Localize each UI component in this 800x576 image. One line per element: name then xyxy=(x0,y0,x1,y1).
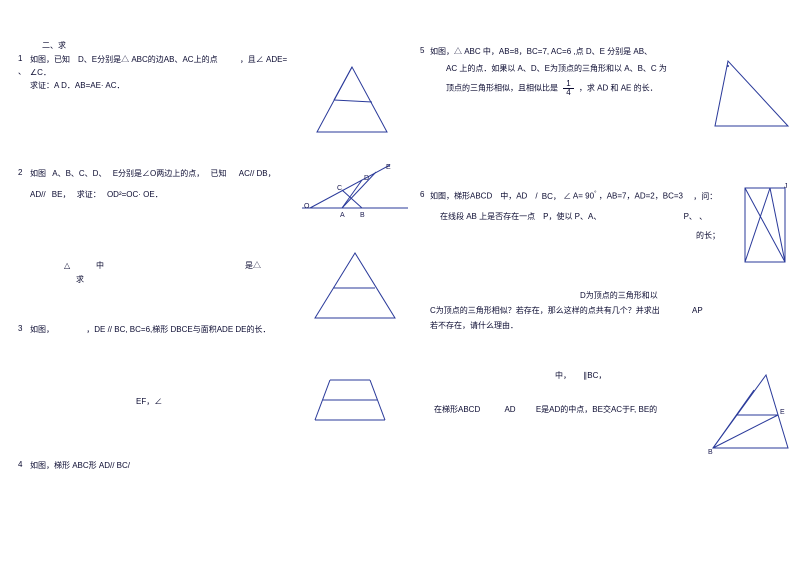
p3-l1: 如图， xyxy=(30,325,54,334)
d6-diag2 xyxy=(770,188,785,262)
d2-label-A: A xyxy=(340,212,345,219)
p6-deg: ° xyxy=(594,191,596,197)
mid-ef: EF，∠ xyxy=(136,396,162,409)
p6b-l1: D为顶点的三角形和以 xyxy=(580,291,658,300)
problem-5-text: 如图，△ ABC 中，AB=8，BC=7, AC=6 ,点 D、E 分别是 AB… xyxy=(430,46,710,97)
p6-l2a: 在线段 AB 上是否存在一点 P，使以 P、A、 xyxy=(440,212,601,221)
problem-6-text: 如图，梯形ABCD 中，AD / BC， ∠ A= 90° ，AB=7，AD=2… xyxy=(430,190,730,243)
diagram-2: O A B C D E xyxy=(300,160,410,222)
d5-triangle xyxy=(715,61,788,126)
p6-l1b: BC， xyxy=(542,192,561,201)
diagram-3 xyxy=(310,248,400,328)
d6-label-J: J xyxy=(784,183,788,190)
p6-l1e: ，问： xyxy=(693,192,717,201)
mid-tri: △ xyxy=(64,260,70,273)
p2-l2b: BE， xyxy=(52,190,71,199)
problem-1-text: 如图，已知 D、E分别是△ ABC的边AB、AC上的点 ，且∠ ADE= ∠C．… xyxy=(30,54,310,92)
d6-diag3 xyxy=(745,188,770,262)
d2-ad xyxy=(342,172,376,208)
p7-l2c: E是AD的中点，BE交AC于F, BE的 xyxy=(536,405,657,414)
diagram-1 xyxy=(312,62,392,142)
section-heading: 二、求 xyxy=(42,40,66,53)
d2-label-O: O xyxy=(304,203,310,210)
d2-label-C: C xyxy=(337,185,342,192)
p2-l1a: 如图 xyxy=(30,169,46,178)
d2-ac xyxy=(342,180,362,208)
p6-l1a: 如图，梯形ABCD 中，AD / xyxy=(430,192,538,201)
p7-l2b: AD xyxy=(504,405,515,414)
diagram-6: J xyxy=(740,180,792,270)
p6b-l2: C为顶点的三角形相似？若存在，那么这样的点共有几个？并求出 xyxy=(430,306,660,315)
d7-line3 xyxy=(713,390,754,448)
p1-line2: 求证：A D．AB=AE· AC． xyxy=(30,81,124,90)
p2-l2c: 求证： xyxy=(77,190,101,199)
diagram-7: E B xyxy=(708,370,796,456)
d5-dot xyxy=(727,65,729,67)
p2-l2d: OD²=OC· OE． xyxy=(107,190,163,199)
p6b-l3: 若不存在，请什么理由． xyxy=(430,321,518,330)
d7-label-B: B xyxy=(708,449,713,456)
d3-triangle xyxy=(315,253,395,318)
problem-4-text: 如图，梯形 ABC形 AD// BC/ xyxy=(30,460,130,473)
problem-1-number: 1 xyxy=(18,54,22,63)
p5-l3a: 顶点的三角形相似，且相似比是 xyxy=(446,83,558,92)
problem-2-text: 如图 A、B、C、D、 E分别是∠O两边上的点， 已知 AC// DB， AD/… xyxy=(30,168,330,202)
p7-bc: ∥BC， xyxy=(583,371,606,380)
problem-5-number: 5 xyxy=(420,46,424,55)
p5-frac-bot: 4 xyxy=(563,89,573,97)
d6-diag1 xyxy=(745,188,785,262)
p3-l1b: ，DE // BC, BC=6,梯形 DBCE与面积ADE DE的长． xyxy=(86,325,270,334)
p1-line1a: 如图，已知 D、E分别是△ ABC的边AB、AC上的点 xyxy=(30,55,218,64)
diagram-4 xyxy=(310,370,395,430)
problem-2-number: 2 xyxy=(18,168,22,177)
problem-3-number: 3 xyxy=(18,324,22,333)
p2-l1e: AC// DB， xyxy=(239,169,276,178)
d1-triangle xyxy=(317,67,387,132)
p2-l1c: E分别是∠O两边上的点， xyxy=(113,169,205,178)
problem-6-number: 6 xyxy=(420,190,424,199)
p6b-ap: AP xyxy=(692,306,703,315)
d2-ray xyxy=(310,165,390,208)
p2-l1d: 已知 xyxy=(211,169,227,178)
p4-l1: 如图，梯形 ABC形 AD// BC/ xyxy=(30,461,130,470)
d7-triangle xyxy=(713,375,788,448)
problem-1-sub: 、 xyxy=(18,66,26,77)
p6-l2b: P、 、 xyxy=(684,212,708,221)
mid-qiu: 求 xyxy=(76,274,84,287)
d7-label-E: E xyxy=(780,409,785,416)
d1-inner1 xyxy=(334,67,352,100)
p2-l2a: AD// xyxy=(30,190,46,199)
p2-l1b: A、B、C、D、 xyxy=(52,169,106,178)
p7-zhong: 中， ∥BC， xyxy=(555,370,606,383)
p6-l2c: 的长； xyxy=(696,231,720,240)
p5-l3b: ，求 AD 和 AE 的长． xyxy=(579,83,658,92)
mid-zhong: 中 xyxy=(96,260,104,273)
d2-label-E: E xyxy=(386,164,391,171)
p6-l1c: ∠ A= 90 xyxy=(563,192,594,201)
p7-l2a: 在梯形ABCD xyxy=(434,405,480,414)
d7-line2 xyxy=(713,415,778,448)
problem-6b-text: D为顶点的三角形和以 C为顶点的三角形相似？若存在，那么这样的点共有几个？并求出… xyxy=(430,290,730,332)
problem-4-number: 4 xyxy=(18,460,22,469)
problem-3-text: 如图， ，DE // BC, BC=6,梯形 DBCE与面积ADE DE的长． xyxy=(30,324,271,337)
p5-l1: 如图，△ ABC 中，AB=8，BC=7, AC=6 ,点 D、E 分别是 AB… xyxy=(430,47,652,56)
d2-label-B: B xyxy=(360,212,365,219)
d2-label-D: D xyxy=(364,175,369,182)
p5-l2a: AC 上的点．如果以 A、D、E为顶点的三角形和以 A、B、C 为 xyxy=(446,64,667,73)
diagram-5 xyxy=(710,56,795,136)
p7-line2: 在梯形ABCD AD E是AD的中点，BE交AC于F, BE的 xyxy=(434,404,657,417)
d1-inner2 xyxy=(334,100,372,102)
p6-l1d: ，AB=7，AD=2，BC=3 xyxy=(599,192,683,201)
section-two-label: 二、求 xyxy=(42,41,66,50)
mid-shi: 是△ xyxy=(245,260,261,273)
